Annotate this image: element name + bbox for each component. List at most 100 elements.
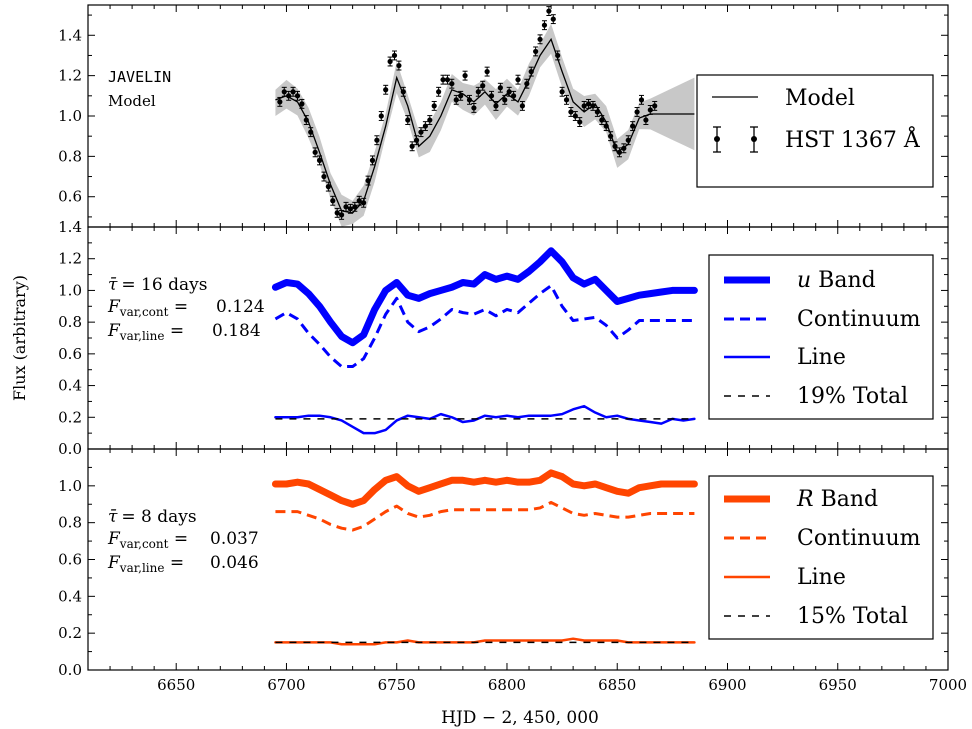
hst-point bbox=[334, 210, 340, 216]
hst-point bbox=[647, 107, 653, 113]
y-tick-label: 1.2 bbox=[58, 67, 82, 85]
svg-text:Fvar,line =: Fvar,line = bbox=[107, 553, 184, 575]
svg-text:Fvar,line =: Fvar,line = bbox=[107, 321, 184, 343]
y-tick-label: 1.0 bbox=[58, 107, 82, 125]
legend-model-label: Model bbox=[785, 86, 855, 111]
hst-point bbox=[652, 103, 658, 109]
x-tick-label: 6900 bbox=[708, 676, 746, 694]
x-tick-label: 6800 bbox=[488, 676, 526, 694]
legend-total-mid: 19% Total bbox=[797, 384, 908, 409]
svg-text:τ̄= 8 days: τ̄ = 8 days bbox=[108, 507, 197, 527]
hst-point bbox=[444, 77, 451, 83]
top-panel: 0.6 0.8 1.0 1.2 1.4 JAVELIN Model Model HST … bbox=[58, 4, 949, 228]
svg-text:Fvar,cont =: Fvar,cont = bbox=[107, 529, 188, 551]
y-tick-label: 1.0 bbox=[58, 477, 82, 495]
hst-point bbox=[585, 101, 592, 107]
hst-point bbox=[431, 103, 437, 109]
hst-point bbox=[343, 204, 349, 210]
bottom-panel: 6650 6700 6750 6800 6850 6900 6950 7000 0.0 0.2 0.… bbox=[58, 448, 967, 694]
legend-line-bot: Line bbox=[797, 565, 846, 590]
line-emission-curve bbox=[274, 404, 696, 435]
legend-continuum-mid: Continuum bbox=[797, 307, 921, 332]
hst-point bbox=[563, 97, 570, 103]
hst-point bbox=[541, 22, 548, 28]
y-tick-label: 0.8 bbox=[58, 147, 82, 165]
hst-point bbox=[572, 113, 578, 119]
hst-point bbox=[330, 198, 336, 204]
y-tick-label: 0.0 bbox=[58, 661, 82, 679]
hst-point bbox=[524, 81, 530, 87]
hst-point bbox=[303, 117, 309, 123]
y-tick-label: 0.0 bbox=[58, 440, 82, 458]
hst-point bbox=[555, 52, 561, 59]
tau-value-mid: = 16 days bbox=[121, 275, 207, 295]
legend-hst-label: HST 1367 Å bbox=[785, 125, 921, 153]
legend-r-band: R Band bbox=[796, 487, 878, 512]
hst-point bbox=[325, 184, 331, 190]
hst-point bbox=[493, 103, 499, 109]
hst-point bbox=[427, 117, 433, 123]
hst-point bbox=[387, 58, 393, 65]
hst-point bbox=[471, 105, 477, 111]
hst-point bbox=[347, 206, 354, 212]
y-tick-label: 1.2 bbox=[58, 250, 82, 268]
hst-point bbox=[453, 97, 459, 103]
y-tick-label: 1.0 bbox=[58, 281, 82, 299]
y-tick-label: 0.6 bbox=[58, 551, 82, 569]
hst-point bbox=[378, 113, 384, 119]
hst-point bbox=[630, 123, 636, 129]
fvar-line-bot: 0.046 bbox=[210, 553, 259, 573]
hst-point bbox=[409, 143, 415, 149]
fvar-cont-bot: 0.037 bbox=[210, 529, 259, 549]
bottom-frame bbox=[87, 448, 949, 671]
tau-symbol: τ̄ bbox=[108, 275, 118, 295]
x-tick-label: 6950 bbox=[819, 676, 857, 694]
y-tick-label: 0.6 bbox=[58, 345, 82, 363]
hst-point bbox=[277, 99, 283, 105]
hst-point bbox=[356, 198, 362, 204]
hst-point bbox=[581, 103, 587, 109]
javelin-label: JAVELIN bbox=[108, 68, 171, 86]
hst-point bbox=[502, 97, 508, 103]
hst-point bbox=[533, 48, 539, 55]
y-axis-label: Flux (arbitrary) bbox=[10, 275, 29, 401]
hst-point bbox=[440, 77, 446, 83]
hst-point bbox=[286, 93, 292, 99]
x-tick-label: 6750 bbox=[378, 676, 416, 694]
hst-point bbox=[488, 93, 495, 99]
legend-hst-swatch bbox=[713, 126, 758, 153]
continuum-curve bbox=[274, 284, 695, 369]
x-axis-label: HJD − 2, 450, 000 bbox=[441, 708, 599, 728]
line-emission-curve bbox=[274, 637, 696, 646]
hst-point bbox=[361, 200, 367, 206]
y-tick-label: 0.2 bbox=[58, 624, 82, 642]
hst-point bbox=[316, 157, 323, 163]
x-tick-label: 7000 bbox=[929, 676, 967, 694]
hst-point bbox=[299, 101, 305, 107]
fvar-line-mid: 0.184 bbox=[212, 321, 261, 341]
hst-point bbox=[413, 137, 420, 143]
hst-point bbox=[568, 109, 574, 115]
model-label: Model bbox=[108, 92, 156, 110]
middle-legend: u Band Continuum Line 19% Total bbox=[708, 254, 934, 420]
hst-point bbox=[374, 137, 380, 143]
hst-point bbox=[290, 89, 296, 95]
svg-text:Fvar,cont =: Fvar,cont = bbox=[107, 297, 188, 319]
hst-point bbox=[577, 119, 583, 125]
middle-panel: 0.0 0.2 0.4 0.6 0.8 1.0 1.2 1.4 τ̄ = 16 days Fva… bbox=[58, 218, 949, 458]
legend-total-bot: 15% Total bbox=[797, 604, 908, 629]
hst-point bbox=[506, 89, 512, 95]
hst-point bbox=[537, 36, 543, 42]
bottom-annotation: τ̄ = 8 days Fvar,cont = 0.037 Fvar,line =… bbox=[107, 507, 259, 575]
y-tick-label: 1.4 bbox=[58, 218, 82, 236]
y-tick-label: 0.6 bbox=[58, 188, 82, 206]
hst-point bbox=[625, 137, 631, 143]
hst-point bbox=[422, 123, 428, 129]
y-tick-label: 0.4 bbox=[58, 587, 82, 605]
y-tick-label: 0.8 bbox=[58, 313, 82, 331]
hst-point bbox=[497, 85, 503, 91]
hst-point bbox=[519, 103, 526, 109]
hst-point bbox=[462, 73, 468, 79]
hst-point bbox=[510, 93, 517, 99]
